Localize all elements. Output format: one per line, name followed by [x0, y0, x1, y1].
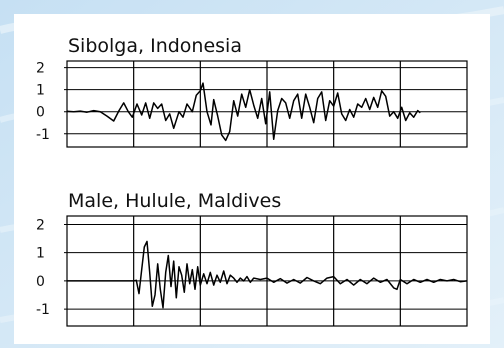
chart-title: Male, Hulule, Maldives	[68, 190, 281, 212]
series-line	[66, 82, 421, 142]
series-lines	[66, 82, 421, 142]
y-tick-label: 2	[36, 217, 45, 233]
y-tick-label: -1	[36, 127, 50, 143]
chart-male-hulule-maldives: Male, Hulule, Maldives 2 1 0 -1	[36, 190, 468, 327]
y-tick-labels: 2 1 0 -1	[36, 61, 50, 143]
y-tick-label: 1	[36, 83, 45, 99]
y-tick-labels: 2 1 0 -1	[36, 217, 50, 318]
series-line	[67, 240, 468, 309]
chart-title: Sibolga, Indonesia	[68, 35, 242, 57]
series-lines	[67, 240, 468, 309]
y-tick-label: 1	[36, 246, 45, 262]
chart-sibolga-indonesia: Sibolga, Indonesia 2 1 0 -1	[36, 35, 468, 148]
y-tick-label: 2	[36, 61, 45, 77]
y-tick-label: 0	[36, 105, 45, 121]
seismograph-charts: Sibolga, Indonesia 2 1 0 -1 Male, Hulule, M…	[36, 35, 468, 327]
chart-panel: Sibolga, Indonesia 2 1 0 -1 Male, Hulule, M…	[14, 14, 490, 344]
y-tick-label: 0	[36, 274, 45, 290]
y-tick-label: -1	[36, 302, 50, 318]
chart-grid	[64, 215, 468, 327]
